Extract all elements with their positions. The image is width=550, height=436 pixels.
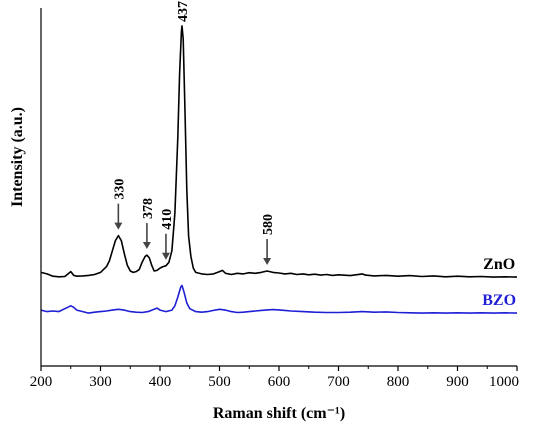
x-axis-title: Raman shift (cm⁻¹)	[213, 405, 345, 422]
y-axis-title: Intensity (a.u.)	[9, 107, 26, 207]
peak-label: 580	[261, 214, 276, 235]
peak-annotation-330: 330	[112, 179, 127, 230]
peak-annotation-378: 378	[141, 198, 156, 250]
x-tick-label: 800	[387, 374, 410, 390]
annotation-layer: 330 378 410 580 437	[112, 1, 276, 265]
x-tick-label: 1000	[489, 374, 519, 390]
x-tick-label: 900	[446, 374, 469, 390]
x-tick-label: 200	[30, 374, 53, 390]
peak-annotation-437: 437	[176, 1, 191, 22]
peak-annotation-580: 580	[261, 214, 276, 265]
x-tick-label: 400	[149, 374, 172, 390]
series-layer: ZnO BZO	[40, 25, 518, 314]
x-tick-label: 600	[268, 374, 291, 390]
x-tick-label: 500	[208, 374, 231, 390]
peak-label: 410	[160, 209, 175, 230]
peak-label: 330	[112, 179, 127, 200]
series-line-bzo	[40, 284, 518, 314]
series-label-bzo: BZO	[482, 292, 516, 309]
peak-label: 437	[176, 1, 191, 22]
peak-arrow-head	[114, 222, 123, 230]
peak-arrow-head	[142, 242, 151, 250]
x-tick-label: 700	[327, 374, 350, 390]
axis-layer: 200 300 400 500 600 700 800 900 1000	[30, 8, 519, 390]
peak-arrow-head	[263, 258, 272, 265]
series-line-zno	[40, 25, 518, 278]
x-tick-label: 300	[89, 374, 112, 390]
peak-arrow-head	[161, 252, 170, 260]
peak-label: 378	[141, 198, 156, 219]
series-label-zno: ZnO	[483, 256, 515, 273]
peak-annotation-410: 410	[160, 209, 175, 260]
